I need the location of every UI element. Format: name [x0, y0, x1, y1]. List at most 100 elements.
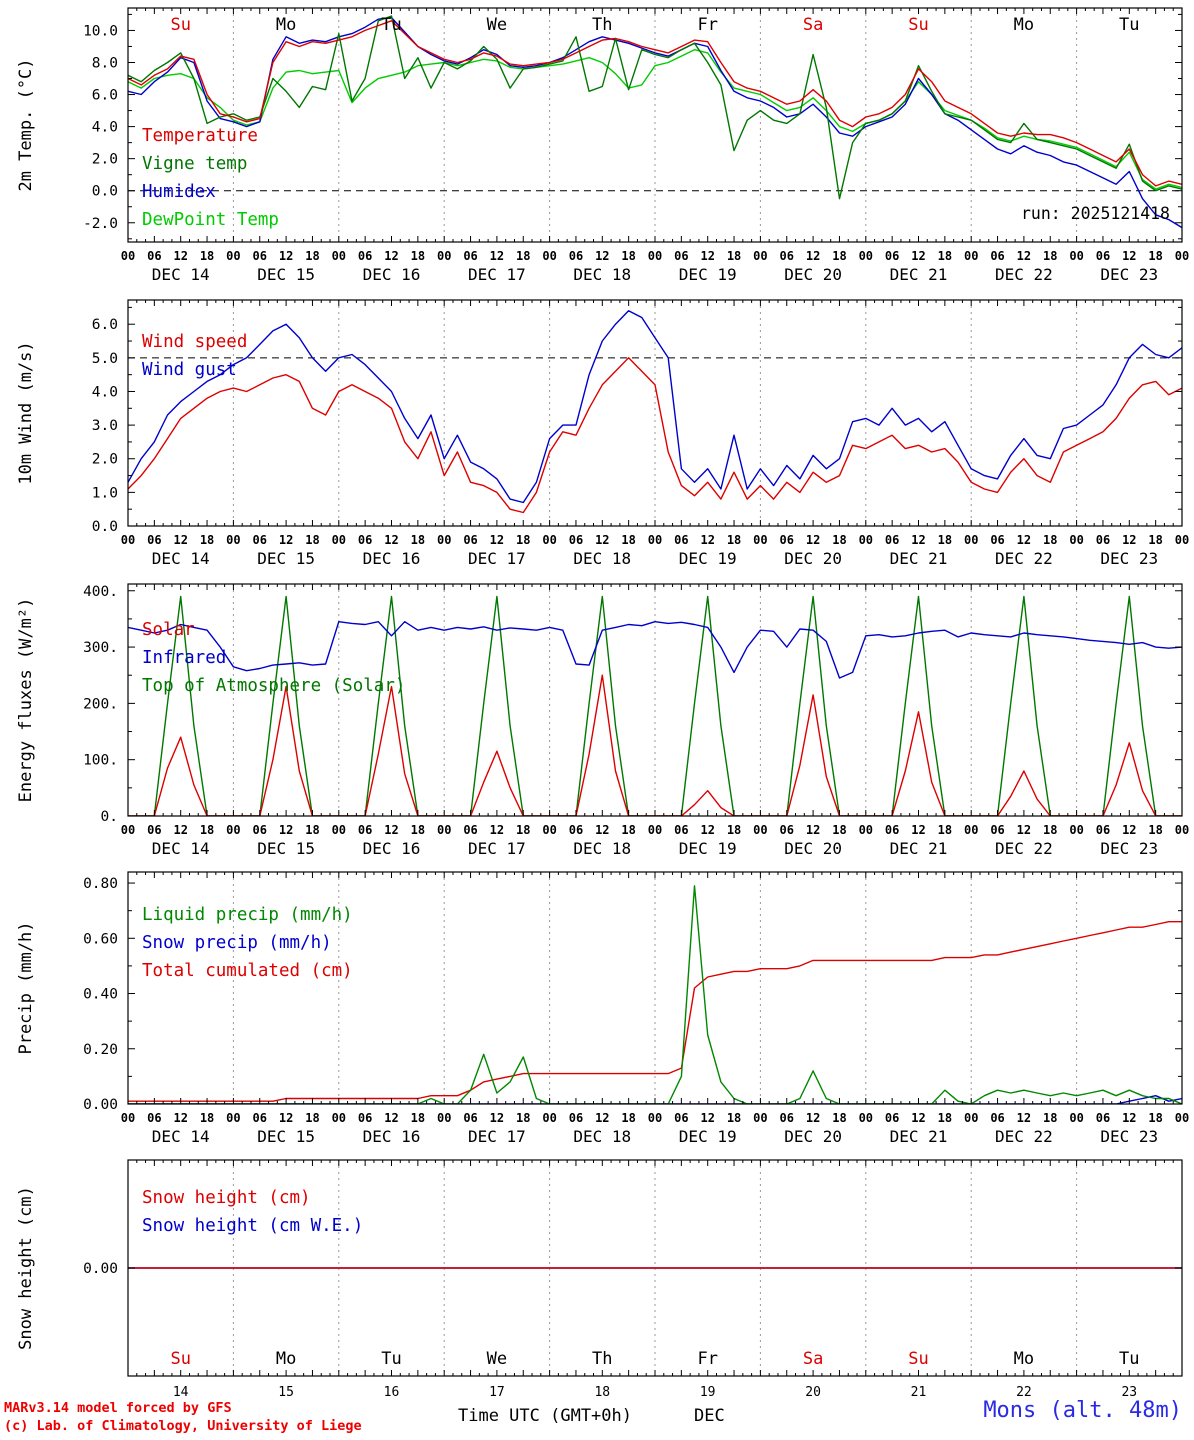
svg-text:18: 18 — [621, 249, 635, 263]
svg-text:18: 18 — [727, 249, 741, 263]
svg-text:00: 00 — [859, 249, 873, 263]
svg-text:12: 12 — [173, 823, 187, 837]
svg-text:00: 00 — [542, 823, 556, 837]
svg-text:12: 12 — [173, 1111, 187, 1125]
svg-text:00: 00 — [648, 1111, 662, 1125]
svg-text:DEC 14: DEC 14 — [152, 265, 210, 284]
svg-text:6.0: 6.0 — [92, 317, 118, 333]
svg-text:12: 12 — [595, 823, 609, 837]
svg-text:12: 12 — [1017, 1111, 1031, 1125]
svg-text:Tu: Tu — [381, 15, 401, 35]
svg-text:00: 00 — [753, 823, 767, 837]
svg-text:12: 12 — [279, 249, 293, 263]
model-credit-line1: MARv3.14 model forced by GFS — [4, 1400, 232, 1416]
svg-text:0.: 0. — [101, 809, 118, 825]
svg-text:00: 00 — [121, 1111, 135, 1125]
svg-text:18: 18 — [938, 533, 952, 547]
legend-item-cumulated: Total cumulated (cm) — [142, 961, 353, 981]
svg-text:Sa: Sa — [803, 15, 823, 35]
svg-text:18: 18 — [1148, 823, 1162, 837]
svg-text:-2.0: -2.0 — [83, 216, 118, 232]
svg-text:12: 12 — [1017, 823, 1031, 837]
svg-text:06: 06 — [358, 1111, 372, 1125]
svg-text:DEC 23: DEC 23 — [1100, 265, 1158, 284]
svg-text:06: 06 — [780, 249, 794, 263]
svg-text:12: 12 — [806, 1111, 820, 1125]
svg-text:12: 12 — [700, 249, 714, 263]
svg-text:10.0: 10.0 — [83, 23, 118, 39]
svg-text:DEC 17: DEC 17 — [468, 1127, 526, 1146]
svg-text:200.: 200. — [83, 696, 118, 712]
svg-text:14: 14 — [173, 1385, 189, 1400]
svg-text:18: 18 — [1148, 1111, 1162, 1125]
svg-text:DEC 21: DEC 21 — [890, 1127, 948, 1146]
svg-text:18: 18 — [594, 1385, 610, 1400]
svg-text:18: 18 — [621, 823, 635, 837]
svg-text:DEC 17: DEC 17 — [468, 549, 526, 568]
legend-precip: Liquid precip (mm/h) Snow precip (mm/h) … — [142, 901, 353, 985]
svg-text:DEC 21: DEC 21 — [890, 839, 948, 858]
svg-text:00: 00 — [226, 823, 240, 837]
y-axis-title-temperature: 2m Temp. (°C) — [16, 58, 36, 192]
svg-text:DEC 16: DEC 16 — [363, 549, 421, 568]
svg-text:18: 18 — [1148, 533, 1162, 547]
svg-text:12: 12 — [1122, 533, 1136, 547]
svg-text:12: 12 — [173, 249, 187, 263]
svg-text:6.0: 6.0 — [92, 88, 118, 104]
svg-text:23: 23 — [1121, 1385, 1137, 1400]
legend-item-wind-speed: Wind speed — [142, 332, 248, 352]
svg-text:00: 00 — [437, 249, 451, 263]
svg-text:4.0: 4.0 — [92, 120, 118, 136]
svg-text:00: 00 — [1069, 249, 1083, 263]
svg-text:00: 00 — [226, 1111, 240, 1125]
svg-text:00: 00 — [859, 1111, 873, 1125]
svg-text:06: 06 — [780, 533, 794, 547]
x-axis-title: Time UTC (GMT+0h) — [458, 1406, 632, 1426]
svg-text:Sa: Sa — [803, 1349, 823, 1369]
svg-text:DEC 22: DEC 22 — [995, 265, 1053, 284]
svg-text:Tu: Tu — [1119, 1349, 1139, 1369]
svg-text:DEC 15: DEC 15 — [257, 1127, 315, 1146]
svg-text:12: 12 — [595, 533, 609, 547]
svg-text:12: 12 — [490, 249, 504, 263]
svg-text:We: We — [487, 15, 507, 35]
svg-text:06: 06 — [147, 533, 161, 547]
svg-text:12: 12 — [911, 1111, 925, 1125]
svg-text:18: 18 — [516, 533, 530, 547]
svg-text:00: 00 — [859, 823, 873, 837]
svg-text:00: 00 — [648, 823, 662, 837]
svg-text:DEC 20: DEC 20 — [784, 265, 842, 284]
svg-text:00: 00 — [859, 533, 873, 547]
svg-text:Mo: Mo — [276, 15, 296, 35]
legend-item-liquid-precip: Liquid precip (mm/h) — [142, 905, 353, 925]
svg-text:00: 00 — [437, 823, 451, 837]
svg-text:12: 12 — [911, 823, 925, 837]
svg-text:DEC 16: DEC 16 — [363, 839, 421, 858]
svg-text:00: 00 — [121, 533, 135, 547]
svg-text:12: 12 — [384, 249, 398, 263]
svg-text:18: 18 — [516, 249, 530, 263]
legend-wind: Wind speed Wind gust — [142, 328, 247, 384]
svg-text:12: 12 — [279, 533, 293, 547]
svg-text:00: 00 — [1069, 1111, 1083, 1125]
svg-text:00: 00 — [542, 1111, 556, 1125]
svg-text:Th: Th — [592, 15, 612, 35]
svg-text:DEC 19: DEC 19 — [679, 839, 737, 858]
svg-text:DEC 17: DEC 17 — [468, 839, 526, 858]
svg-text:00: 00 — [753, 533, 767, 547]
legend-temperature: Temperature Vigne temp Humidex DewPoint … — [142, 122, 279, 234]
legend-item-wind-gust: Wind gust — [142, 360, 237, 380]
svg-text:DEC 16: DEC 16 — [363, 265, 421, 284]
svg-text:1.0: 1.0 — [92, 485, 118, 501]
svg-text:Fr: Fr — [697, 15, 717, 35]
svg-text:DEC 19: DEC 19 — [679, 265, 737, 284]
svg-text:2.0: 2.0 — [92, 452, 118, 468]
svg-text:00: 00 — [437, 1111, 451, 1125]
svg-text:12: 12 — [700, 823, 714, 837]
svg-text:18: 18 — [200, 249, 214, 263]
svg-text:00: 00 — [964, 249, 978, 263]
svg-text:18: 18 — [411, 1111, 425, 1125]
svg-text:DEC 19: DEC 19 — [679, 549, 737, 568]
svg-text:06: 06 — [253, 533, 267, 547]
svg-text:00: 00 — [964, 1111, 978, 1125]
